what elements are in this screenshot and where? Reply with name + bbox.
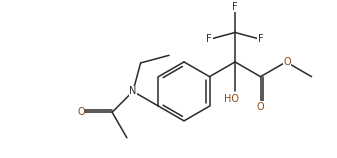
Text: HO: HO (224, 94, 240, 104)
Text: O: O (283, 57, 291, 67)
Text: F: F (207, 34, 212, 44)
Text: F: F (232, 2, 238, 12)
Text: N: N (129, 86, 137, 96)
Text: O: O (77, 107, 85, 117)
Text: O: O (257, 102, 264, 112)
Text: F: F (258, 34, 264, 44)
